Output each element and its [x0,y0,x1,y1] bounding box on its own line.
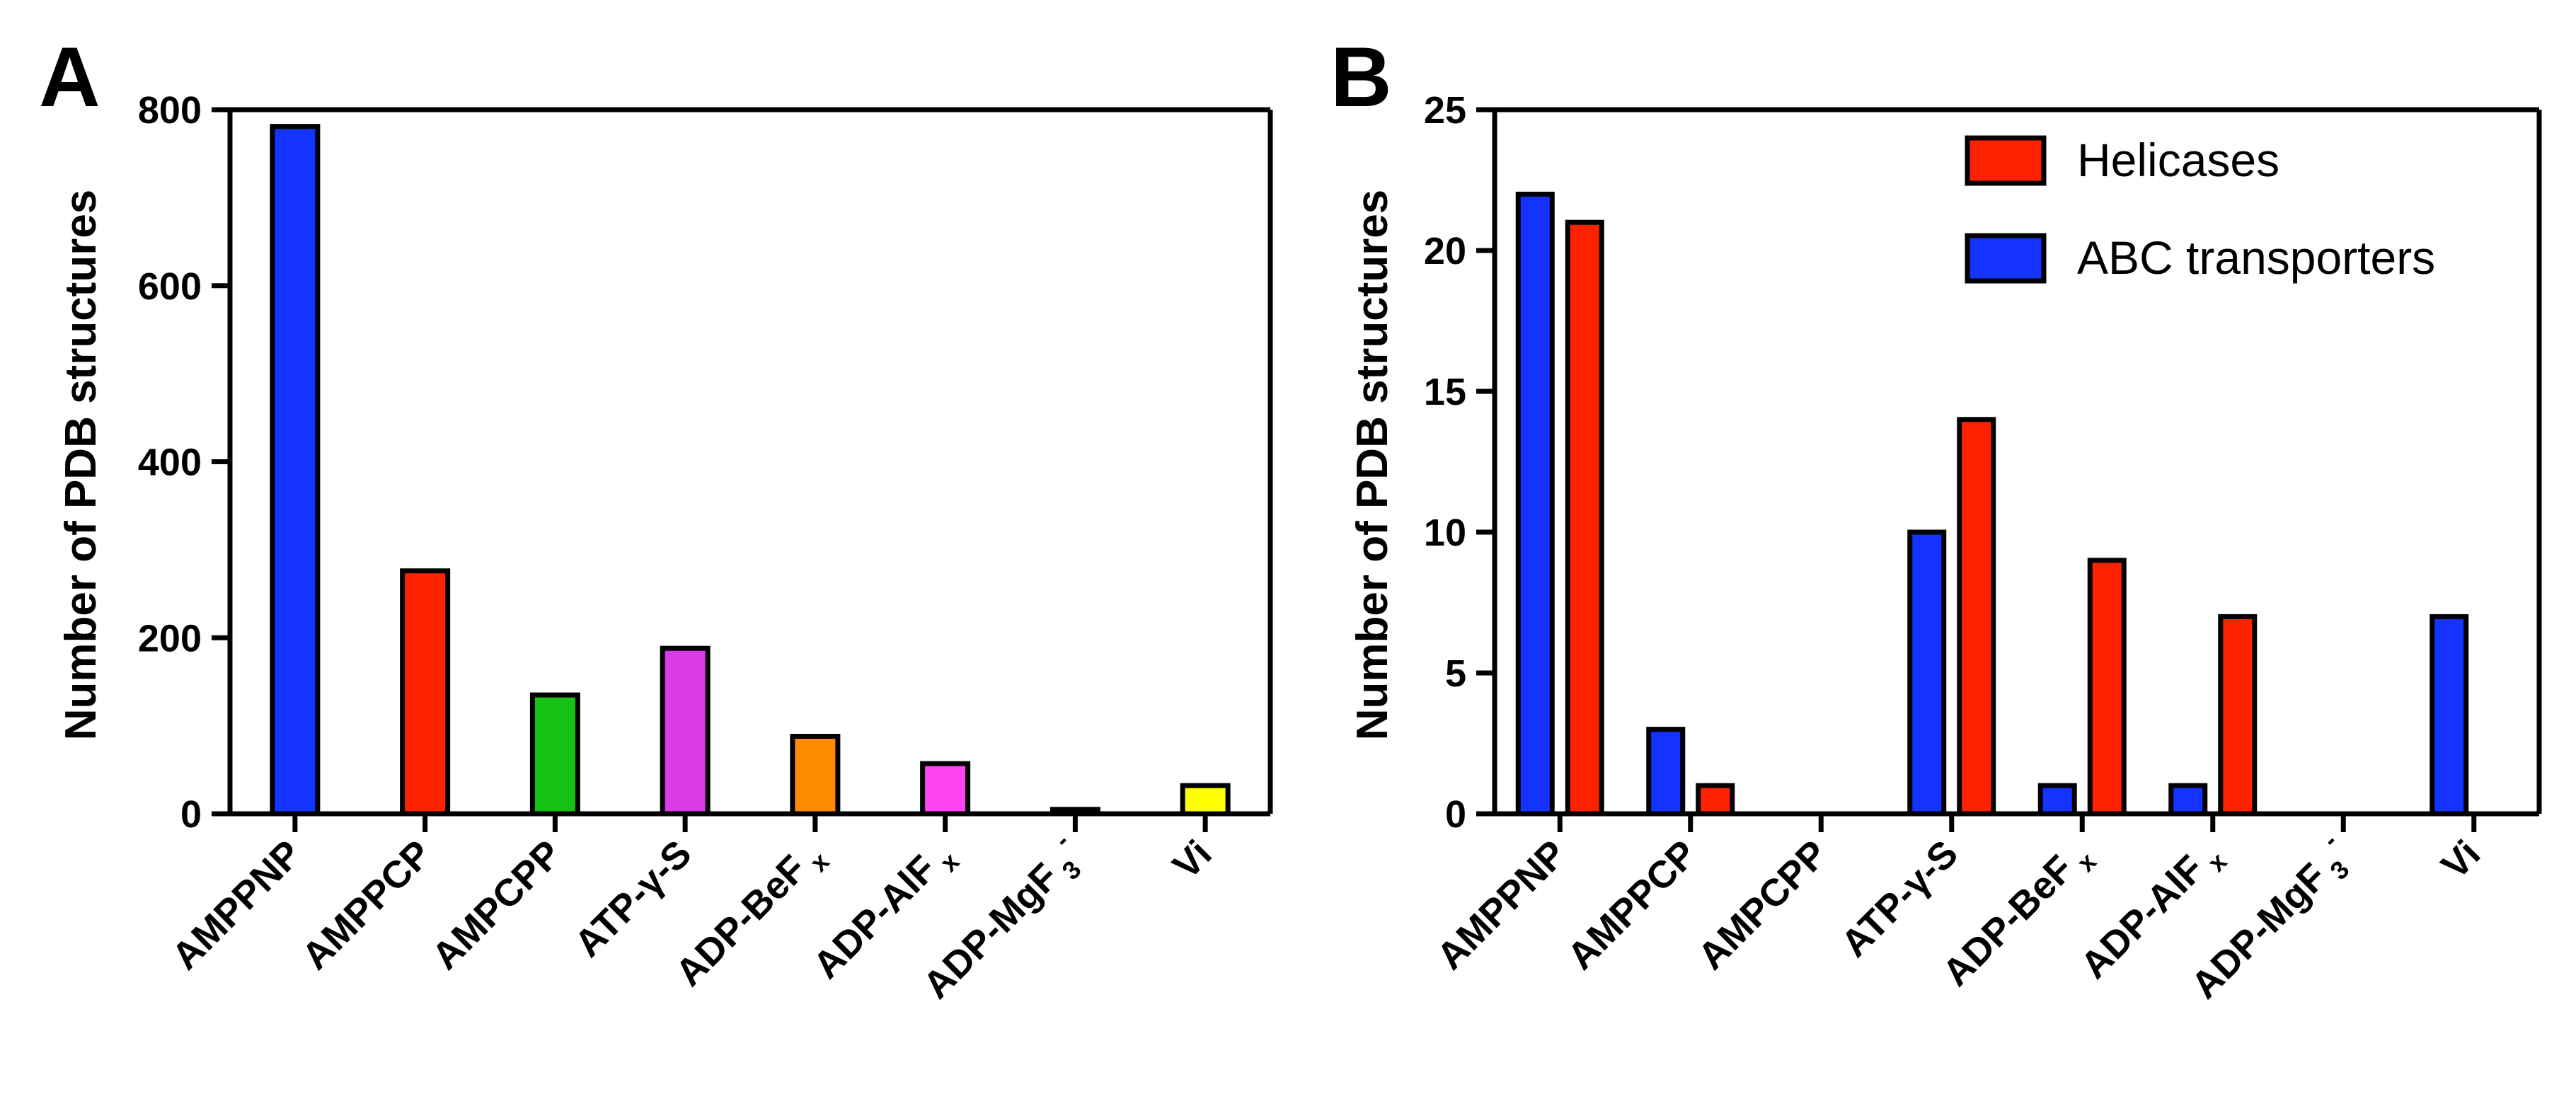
bar-abc-transporters-adp-alf-x [2168,783,2208,817]
bar-amppnp [270,124,321,817]
category-label: AMPPNP [164,832,310,978]
category-label: Vi [1165,832,1220,887]
y-tick-label: 0 [180,793,202,836]
bar-abc-transporters-adp-bef-x [2037,783,2077,817]
bar-amppcp [400,568,451,817]
bar-helicases-adp-alf-x [2218,614,2258,817]
panel-a-letter: A [39,30,100,125]
bar-helicases-atp-s [1957,417,1996,817]
panel-b-y-ticks: 0 5 10 15 20 25 [1424,89,1495,836]
y-tick-label: 800 [138,89,202,132]
bar-helicases-amppnp [1565,219,1604,817]
y-tick-label: 10 [1424,512,1466,554]
y-tick-label: 200 [138,617,202,660]
panel-a-y-ticks: 0 200 400 600 800 [138,89,230,836]
bar-adp-alf-x [920,761,971,817]
bar-abc-transporters-atp-s [1907,529,1947,817]
y-tick-label: 0 [1445,793,1466,836]
bar-abc-transporters-amppcp [1646,727,1686,817]
panel-a-y-axis-title: Number of PDB structures [57,190,105,741]
y-tick-label: 400 [138,442,202,484]
legend-label: Helicases [2077,134,2279,186]
panel-b-letter: B [1330,30,1392,125]
legend-label: ABC transporters [2077,231,2435,284]
y-tick-label: 15 [1424,371,1466,413]
category-label: ATP-γ-S [567,832,700,965]
bar-vi [1180,783,1231,817]
category-label: Vi [2433,832,2488,887]
legend-swatch [1965,135,2047,186]
panel-a-category-labels: AMPPNPAMPPCPAMPCPPATP-γ-SADP-BeFxADP-AlF… [164,814,1220,1007]
category-label: ATP-γ-S [1833,832,1966,965]
bar-helicases-amppcp [1696,783,1735,817]
y-tick-label: 25 [1424,89,1466,132]
y-tick-label: 20 [1424,230,1466,272]
panel-b-y-axis-title: Number of PDB structures [1348,190,1397,741]
panel-b-bars [1515,191,2469,817]
panel-b-chart: B Number of PDB structures 0 5 10 15 20 25 AM… [1330,30,2542,1007]
bar-adp-mgf-3- [1050,807,1100,817]
category-label: AMPPCP [1559,832,1705,978]
category-label: AMPCPP [1690,832,1836,978]
bar-adp-bef-x [790,734,841,817]
y-tick-label: 5 [1445,652,1466,695]
legend-swatch [1965,233,2047,284]
bar-abc-transporters-vi [2430,614,2469,817]
panel-a-chart: A Number of PDB structures 0 200 400 600 800… [39,30,1273,1007]
category-label: AMPCPP [424,832,570,978]
category-label: AMPPNP [1429,832,1575,978]
category-label: AMPPCP [294,832,439,978]
bar-helicases-adp-bef-x [2087,558,2127,817]
panel-a-bars [270,124,1231,817]
bar-abc-transporters-amppnp [1515,191,1555,817]
y-tick-label: 600 [138,265,202,308]
panel-b-category-labels: AMPPNPAMPPCPAMPCPPATP-γ-SADP-BeFxADP-AlF… [1429,814,2488,1007]
panel-b-legend: Helicases ABC transporters [1965,134,2435,284]
bar-ampcpp [529,692,580,817]
bar-atp-s [660,645,711,817]
